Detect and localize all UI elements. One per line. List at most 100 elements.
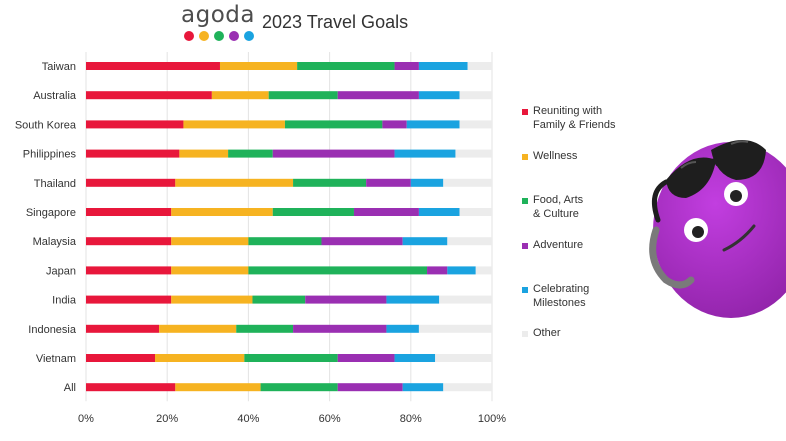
bar-segment — [418, 324, 492, 333]
legend-item: Wellness — [522, 149, 633, 163]
bar-segment — [86, 237, 172, 246]
y-tick-label: Vietnam — [36, 353, 76, 365]
bar-segment — [86, 383, 176, 392]
bar-segment — [455, 149, 492, 158]
logo-dot — [244, 31, 254, 41]
bar-segment — [475, 266, 492, 275]
bar-segment — [321, 237, 403, 246]
bar-segment — [219, 62, 298, 70]
bar-segment — [467, 62, 492, 70]
bar-segment — [86, 91, 212, 100]
bar-segment — [86, 149, 180, 158]
y-tick-label: Australia — [33, 90, 77, 102]
legend-item: Celebrating Milestones — [522, 282, 633, 310]
legend-label: Reuniting with Family & Friends — [533, 105, 616, 131]
bar-segment — [244, 354, 338, 362]
legend-label: Wellness — [533, 150, 578, 162]
x-tick-label: 60% — [319, 413, 341, 425]
bar-segment — [394, 62, 419, 70]
chart-title: 2023 Travel Goals — [262, 12, 409, 32]
bar-segment — [410, 178, 444, 187]
logo-dot — [184, 31, 194, 41]
bar-segment — [386, 295, 440, 304]
bar-segment — [337, 354, 395, 362]
bar-segment — [183, 120, 285, 129]
bar-segment — [175, 178, 294, 187]
bar-segment — [459, 120, 492, 129]
bar-segment — [171, 266, 249, 275]
x-tick-label: 0% — [78, 413, 94, 425]
bar-segment — [155, 354, 245, 362]
bar-segment — [337, 91, 419, 100]
bar-segment — [353, 208, 419, 216]
x-tick-label: 20% — [156, 413, 178, 425]
bar-segment — [293, 178, 367, 187]
bar-segment — [447, 266, 476, 275]
legend-label: Celebrating Milestones — [533, 283, 590, 309]
legend-item: Food, Arts & Culture — [522, 193, 633, 221]
bar-segment — [171, 237, 249, 246]
legend-swatch — [522, 243, 528, 249]
y-tick-label: Philippines — [23, 149, 77, 161]
legend-swatch — [522, 331, 528, 337]
bar-segment — [171, 295, 253, 304]
bar-segment — [86, 266, 172, 275]
bar-segment — [268, 91, 338, 100]
bar-segment — [443, 178, 492, 187]
legend-swatch — [522, 154, 528, 160]
bar-segment — [406, 120, 460, 129]
legend-label: Other — [533, 327, 561, 339]
y-tick-label: Taiwan — [42, 61, 76, 73]
bar-segment — [459, 91, 492, 100]
agoda-logo: agoda — [181, 2, 255, 28]
bar-segment — [435, 354, 492, 362]
bar-segment — [86, 324, 160, 333]
legend-swatch — [522, 198, 528, 204]
bar-segment — [427, 266, 448, 275]
bar-segment — [236, 324, 294, 333]
agoda-logo-dots — [184, 31, 254, 41]
bar-segment — [86, 295, 172, 304]
bar-segment — [402, 383, 444, 392]
bar-segment — [447, 237, 492, 246]
y-tick-label: Malaysia — [33, 236, 77, 248]
y-tick-label: All — [64, 382, 76, 394]
bar-segment — [159, 324, 237, 333]
legend-swatch — [522, 109, 528, 115]
bar-segment — [248, 237, 322, 246]
bar-segment — [337, 383, 403, 392]
bar-segment — [171, 208, 273, 216]
bar-segment — [86, 208, 172, 216]
y-tick-label: Thailand — [34, 178, 76, 190]
y-tick-label: South Korea — [15, 119, 77, 131]
bar-segment — [439, 295, 492, 304]
legend-item: Adventure — [522, 238, 633, 252]
bar-segment — [272, 208, 354, 216]
y-tick-label: Japan — [46, 265, 76, 277]
bar-segment — [297, 62, 395, 70]
legend-item: Other — [522, 326, 633, 340]
bar-segment — [402, 237, 448, 246]
legend-swatch — [522, 287, 528, 293]
chart-header: agoda 2023 Travel Goals — [0, 0, 786, 50]
x-tick-label: 80% — [400, 413, 422, 425]
bar-segment — [305, 295, 387, 304]
bar-segment — [260, 383, 338, 392]
bar-segment — [366, 178, 411, 187]
bar-segment — [86, 178, 176, 187]
x-tick-label: 100% — [478, 413, 506, 425]
bar-segment — [179, 149, 229, 158]
bar-segment — [418, 208, 460, 216]
x-tick-label: 40% — [237, 413, 259, 425]
bar-segment — [382, 120, 407, 129]
legend-item: Reuniting with Family & Friends — [522, 104, 633, 132]
bar-segment — [394, 354, 436, 362]
bar-segment — [211, 91, 269, 100]
y-tick-label: Singapore — [26, 207, 76, 219]
bar-segment — [86, 354, 156, 362]
bar-segment — [386, 324, 419, 333]
logo-dot — [199, 31, 209, 41]
bar-segment — [252, 295, 306, 304]
bar-segment — [248, 266, 428, 275]
